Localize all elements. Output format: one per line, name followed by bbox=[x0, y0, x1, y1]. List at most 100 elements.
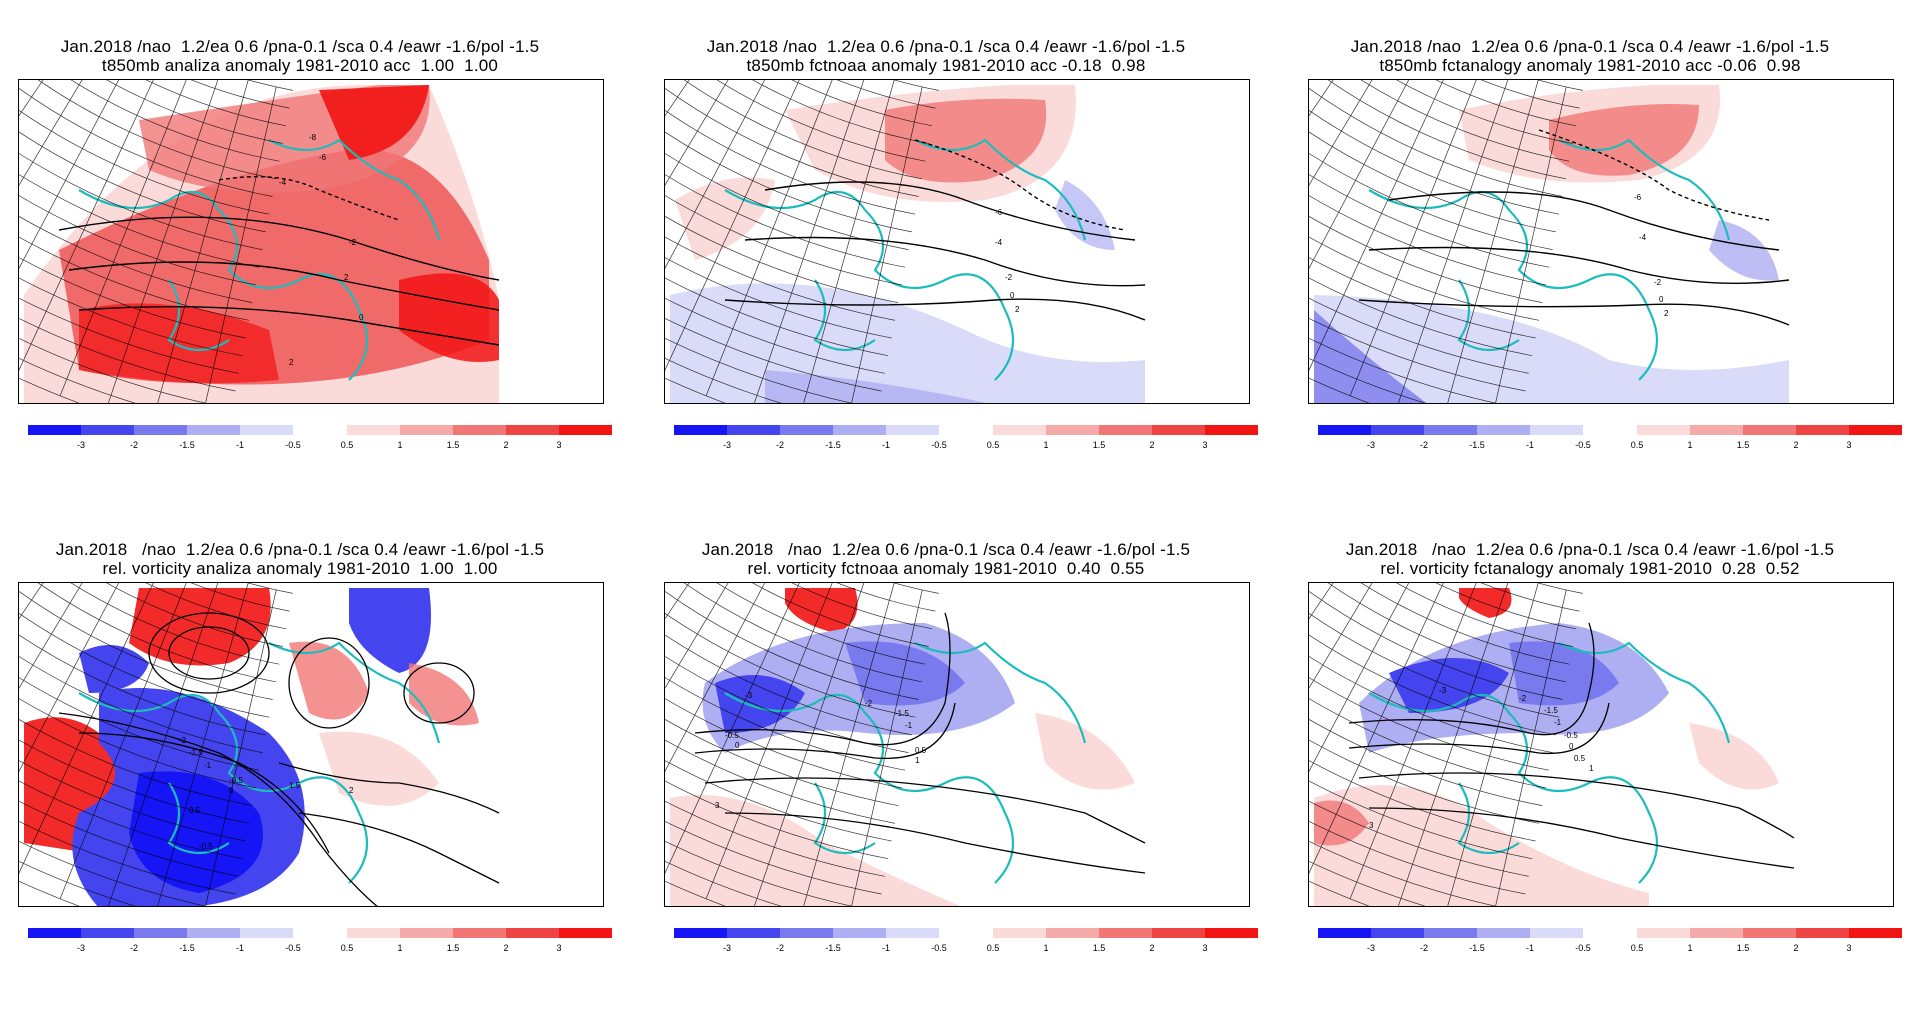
tick-label: 2 bbox=[1793, 943, 1799, 953]
graticule-latitude bbox=[106, 80, 283, 144]
graticule-latitude bbox=[716, 583, 926, 665]
colorbar-swatch bbox=[506, 425, 559, 435]
svg-text:2: 2 bbox=[344, 273, 349, 282]
svg-text:3: 3 bbox=[715, 801, 720, 810]
graticule-latitude bbox=[19, 820, 236, 895]
colorbar-swatch bbox=[240, 928, 293, 938]
graticule-latitude bbox=[1309, 87, 1563, 197]
graticule-latitude bbox=[1309, 337, 1497, 403]
graticule-latitude bbox=[1309, 257, 1536, 339]
svg-text:0.5: 0.5 bbox=[189, 806, 201, 815]
colorbar-swatch bbox=[1099, 425, 1152, 435]
panel-title-line2: rel. vorticity analiza anomaly 1981-2010… bbox=[102, 559, 498, 578]
graticule-meridian bbox=[851, 86, 923, 403]
tick-label: -3 bbox=[722, 440, 732, 450]
colorbar-swatch bbox=[1743, 928, 1796, 938]
colorbar-swatch bbox=[1637, 928, 1690, 938]
graticule-latitude bbox=[1360, 583, 1570, 665]
colorbar-swatch bbox=[886, 928, 939, 938]
tick-label: -1.5 bbox=[179, 440, 195, 450]
tick-label: -3 bbox=[76, 440, 86, 450]
graticule-latitude bbox=[19, 109, 270, 215]
tick-label: 1 bbox=[1687, 943, 1693, 953]
graticule-latitude bbox=[1309, 780, 1533, 860]
graticule-meridian bbox=[1309, 80, 1410, 270]
colorbar bbox=[1318, 425, 1583, 435]
colorbar-swatch bbox=[727, 928, 780, 938]
graticule-latitude bbox=[19, 195, 256, 286]
tick-label: -1.5 bbox=[1469, 440, 1485, 450]
svg-text:-0.5: -0.5 bbox=[1564, 731, 1578, 740]
svg-text:-0.5: -0.5 bbox=[725, 731, 739, 740]
graticule-latitude bbox=[1309, 760, 1536, 842]
tick-label: 3 bbox=[1846, 440, 1852, 450]
graticule-latitude bbox=[19, 860, 136, 906]
panel-title-line2: t850mb analiza anomaly 1981-2010 acc 1.0… bbox=[101, 56, 499, 75]
svg-text:-0.5: -0.5 bbox=[229, 776, 243, 785]
colorbar-swatch bbox=[833, 425, 886, 435]
graticule-latitude bbox=[19, 174, 260, 268]
tick-label: -0.5 bbox=[1575, 440, 1591, 450]
graticule-latitude bbox=[665, 195, 902, 286]
graticule-latitude bbox=[665, 677, 906, 771]
tick-label: 3 bbox=[1202, 943, 1208, 953]
tick-label: 2 bbox=[503, 943, 509, 953]
colorbar-swatch bbox=[1796, 425, 1849, 435]
graticule-latitude bbox=[1309, 634, 1556, 736]
svg-text:-3: -3 bbox=[1439, 686, 1447, 695]
graticule-meridian bbox=[108, 80, 219, 403]
graticule-meridian bbox=[1309, 583, 1336, 751]
colorbar bbox=[993, 928, 1258, 938]
graticule-latitude bbox=[19, 357, 136, 403]
graticule-latitude bbox=[19, 153, 263, 250]
colorbar-swatch bbox=[1530, 425, 1583, 435]
svg-text:-1: -1 bbox=[1554, 718, 1562, 727]
colorbar-swatch bbox=[1152, 425, 1205, 435]
anomaly-map: -8 -6 -4 -2 2 0 2 bbox=[18, 79, 604, 404]
graticule-latitude bbox=[683, 80, 922, 180]
map-svg: -8 -6 -4 -2 2 0 2 bbox=[19, 80, 500, 403]
anomaly-map: -6 -4 -2 0 2 bbox=[664, 79, 1250, 404]
tick-label: 2 bbox=[1149, 943, 1155, 953]
panel-title-line1: Jan.2018 /nao 1.2/ea 0.6 /pna-0.1 /sca 0… bbox=[1345, 540, 1835, 559]
svg-text:0: 0 bbox=[359, 313, 364, 322]
tick-label: 0.5 bbox=[1630, 440, 1644, 450]
tick-label: -2 bbox=[129, 943, 139, 953]
graticule-latitude bbox=[665, 131, 912, 233]
colorbar-swatch bbox=[1205, 928, 1258, 938]
graticule-meridian bbox=[19, 583, 120, 773]
tick-label: 0.5 bbox=[340, 943, 354, 953]
graticule-latitude bbox=[665, 87, 919, 197]
panel-title-line1: Jan.2018 /nao 1.2/ea 0.6 /pna-0.1 /sca 0… bbox=[55, 540, 545, 559]
graticule-latitude bbox=[145, 583, 287, 630]
svg-text:-4: -4 bbox=[995, 238, 1003, 247]
tick-label: 1.5 bbox=[1092, 440, 1106, 450]
tick-label: -0.5 bbox=[931, 943, 947, 953]
panel-vorticity-analiza: Jan.2018 /nao 1.2/ea 0.6 /pna-0.1 /sca 0… bbox=[0, 540, 612, 1010]
graticule-latitude bbox=[1537, 583, 1583, 594]
svg-text:1.5: 1.5 bbox=[289, 781, 301, 790]
graticule-meridian bbox=[665, 80, 800, 371]
graticule-meridian bbox=[1447, 80, 1539, 403]
tick-label: 0.5 bbox=[340, 440, 354, 450]
graticule-meridian bbox=[19, 80, 46, 248]
tick-label: 0.5 bbox=[1630, 943, 1644, 953]
colorbar bbox=[347, 928, 612, 938]
colorbar bbox=[674, 425, 939, 435]
colorbar-swatch bbox=[1152, 928, 1205, 938]
panel-t850-fctanalogy: Jan.2018 /nao 1.2/ea 0.6 /pna-0.1 /sca 0… bbox=[1290, 37, 1902, 507]
tick-label: 0.5 bbox=[986, 440, 1000, 450]
graticule-latitude bbox=[665, 297, 885, 374]
svg-text:1: 1 bbox=[1589, 764, 1594, 773]
tick-label: 2 bbox=[1793, 440, 1799, 450]
graticule-latitude bbox=[1309, 131, 1556, 233]
graticule-latitude bbox=[19, 656, 263, 753]
graticule-latitude bbox=[19, 215, 253, 303]
graticule-latitude bbox=[1327, 80, 1566, 180]
graticule-meridian bbox=[1309, 80, 1336, 248]
graticule-meridian bbox=[1309, 583, 1410, 773]
graticule-latitude bbox=[1309, 215, 1543, 303]
graticule-latitude bbox=[665, 739, 896, 824]
svg-text:0: 0 bbox=[1569, 742, 1574, 751]
tick-label: -1.5 bbox=[1469, 943, 1485, 953]
